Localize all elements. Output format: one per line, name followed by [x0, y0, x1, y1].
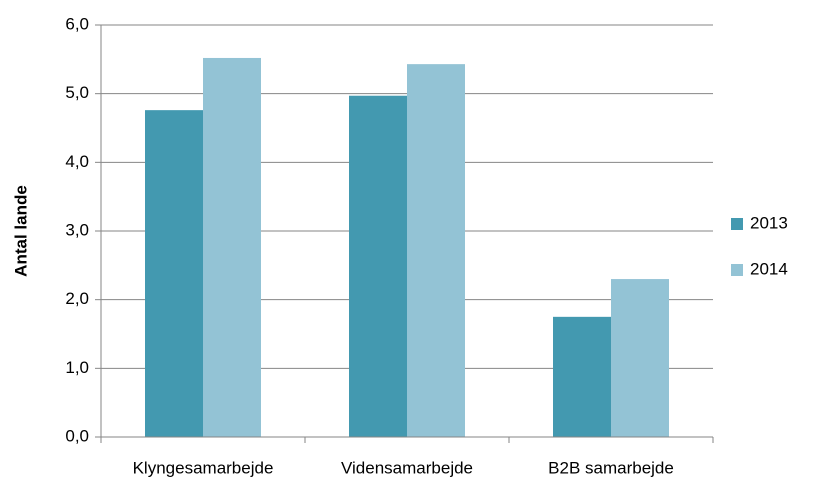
- legend-label: 2013: [750, 213, 788, 232]
- bar: [553, 316, 611, 437]
- x-tick-label: Klyngesamarbejde: [133, 458, 274, 477]
- legend-swatch: [731, 264, 743, 276]
- bar: [407, 64, 465, 437]
- bar: [611, 279, 669, 437]
- bar: [349, 95, 407, 437]
- bar: [203, 57, 261, 438]
- y-tick-label: 6,0: [65, 14, 89, 33]
- y-tick-label: 2,0: [65, 289, 89, 308]
- bar: [145, 110, 203, 437]
- y-tick-label: 5,0: [65, 83, 89, 102]
- legend-swatch: [731, 218, 743, 230]
- y-axis-label: Antal lande: [11, 185, 30, 277]
- y-tick-label: 3,0: [65, 220, 89, 239]
- x-tick-label: Vidensamarbejde: [341, 458, 473, 477]
- legend-label: 2014: [750, 259, 788, 278]
- y-tick-label: 0,0: [65, 426, 89, 445]
- y-tick-label: 4,0: [65, 152, 89, 171]
- x-tick-label: B2B samarbejde: [548, 458, 674, 477]
- y-tick-label: 1,0: [65, 358, 89, 377]
